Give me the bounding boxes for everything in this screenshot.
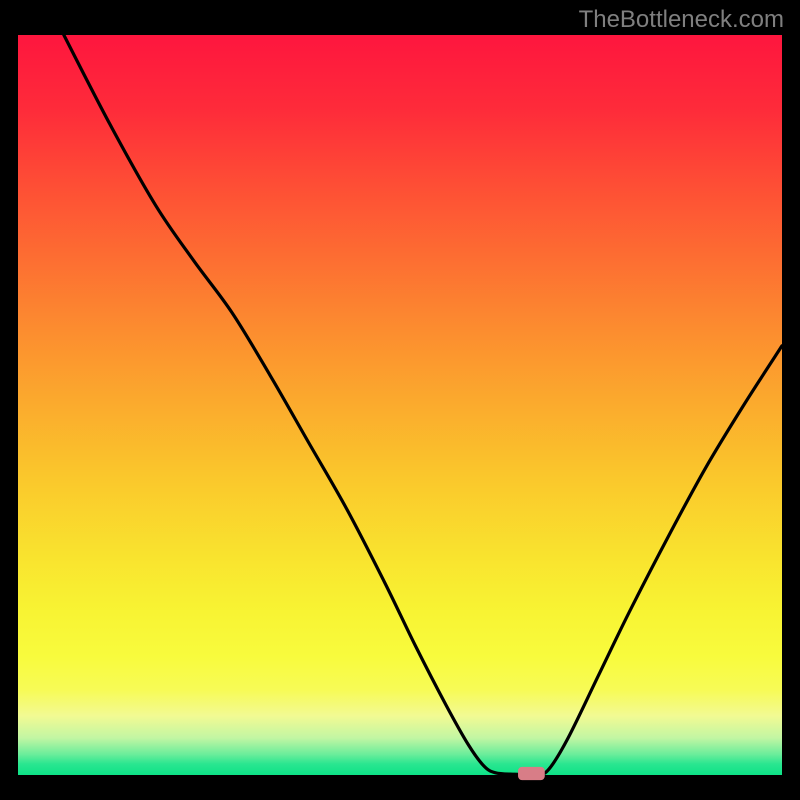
optimal-point-marker bbox=[518, 767, 545, 780]
chart-container: TheBottleneck.com bbox=[0, 0, 800, 800]
plot-background bbox=[18, 35, 782, 775]
bottleneck-chart bbox=[0, 0, 800, 800]
watermark-text: TheBottleneck.com bbox=[579, 6, 784, 34]
